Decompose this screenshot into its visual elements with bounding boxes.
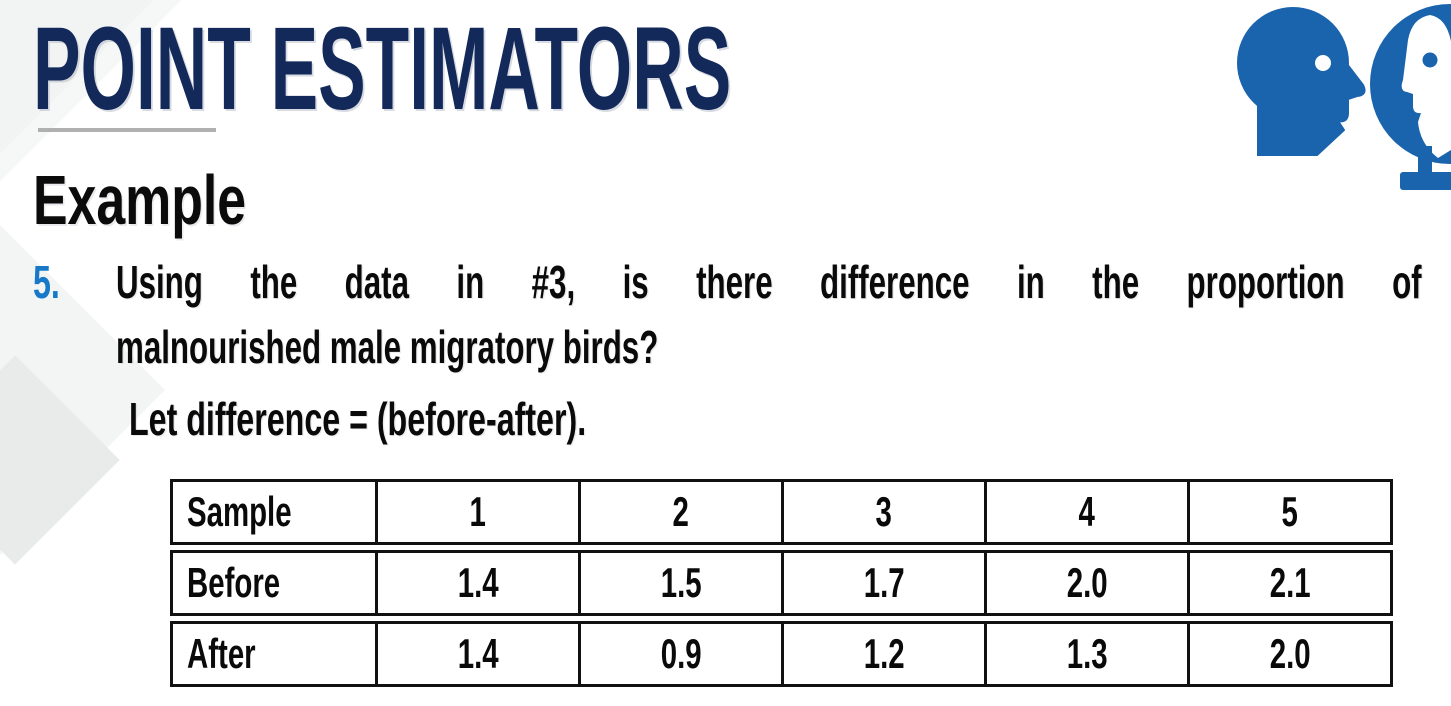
slide-title: POINT ESTIMATORS xyxy=(33,3,732,135)
cell-text: 1.4 xyxy=(457,559,499,606)
data-table: Sample 1 2 3 4 5 Before 1.4 1.5 1.7 2.0 2.1 After 1.4… xyxy=(170,479,1393,687)
cell-text: After xyxy=(187,630,256,677)
value-cell: 0.9 xyxy=(578,621,784,687)
table-row: Sample 1 2 3 4 5 xyxy=(170,479,1393,545)
value-cell: 1.2 xyxy=(781,621,987,687)
value-cell: 4 xyxy=(984,479,1190,545)
item-number: 5. xyxy=(33,256,60,308)
row-label-cell: Before xyxy=(170,550,378,616)
value-cell: 1 xyxy=(375,479,581,545)
cell-text: 0.9 xyxy=(660,630,702,677)
stand-post xyxy=(1418,146,1432,174)
cell-text: 5 xyxy=(1281,488,1299,535)
table-row: After 1.4 0.9 1.2 1.3 2.0 xyxy=(170,621,1393,687)
item-text-line1: Using the data in #3, is there differenc… xyxy=(116,256,1422,308)
cell-text: Before xyxy=(187,559,281,606)
cell-text: 1.5 xyxy=(660,559,702,606)
value-cell: 2.1 xyxy=(1187,550,1393,616)
value-cell: 2.0 xyxy=(1187,621,1393,687)
cell-text: 2.0 xyxy=(1066,559,1108,606)
value-cell: 1.5 xyxy=(578,550,784,616)
cell-text: Sample xyxy=(187,488,292,535)
cell-text: 2.1 xyxy=(1269,559,1311,606)
talking-head-icon xyxy=(1237,7,1366,156)
item-text: Using the data in #3, is there differenc… xyxy=(116,250,1422,380)
note-text: Let difference = (before-after). xyxy=(129,393,587,445)
cell-text: 1.2 xyxy=(863,630,905,677)
value-cell: 1.7 xyxy=(781,550,987,616)
cell-text: 1.3 xyxy=(1066,630,1108,677)
cell-text: 1.7 xyxy=(863,559,905,606)
title-underline xyxy=(38,128,216,132)
item-text-line2: malnourished male migratory birds? xyxy=(116,321,659,373)
value-cell: 1.4 xyxy=(375,621,581,687)
cell-text: 2 xyxy=(672,488,690,535)
row-label-cell: After xyxy=(170,621,378,687)
cell-text: 3 xyxy=(875,488,893,535)
value-cell: 1.3 xyxy=(984,621,1190,687)
value-cell: 2.0 xyxy=(984,550,1190,616)
cell-text: 1.4 xyxy=(457,630,499,677)
cell-text: 1 xyxy=(469,488,487,535)
table-row: Before 1.4 1.5 1.7 2.0 2.1 xyxy=(170,550,1393,616)
cell-text: 4 xyxy=(1078,488,1096,535)
eye-dot xyxy=(1422,52,1438,68)
head-silhouette-bust-icon xyxy=(1370,4,1451,190)
example-heading: Example xyxy=(33,161,247,239)
eye-dot xyxy=(1315,55,1331,71)
row-label-cell: Sample xyxy=(170,479,378,545)
value-cell: 3 xyxy=(781,479,987,545)
stand-base xyxy=(1400,172,1451,190)
value-cell: 5 xyxy=(1187,479,1393,545)
cell-text: 2.0 xyxy=(1269,630,1311,677)
value-cell: 1.4 xyxy=(375,550,581,616)
value-cell: 2 xyxy=(578,479,784,545)
